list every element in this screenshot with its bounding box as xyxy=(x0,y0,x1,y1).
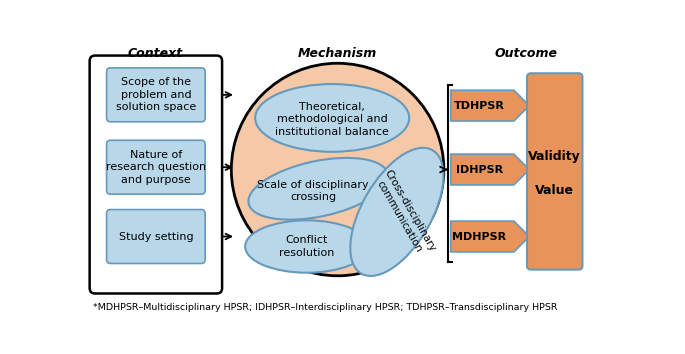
Ellipse shape xyxy=(350,148,443,276)
Text: MDHPSR: MDHPSR xyxy=(452,232,506,241)
Text: Scale of disciplinary
crossing: Scale of disciplinary crossing xyxy=(257,180,369,202)
Text: Context: Context xyxy=(127,47,183,60)
Ellipse shape xyxy=(256,84,409,152)
Ellipse shape xyxy=(249,158,388,220)
Text: Mechanism: Mechanism xyxy=(298,47,377,60)
Text: IDHPSR: IDHPSR xyxy=(456,165,503,175)
FancyBboxPatch shape xyxy=(107,68,205,122)
FancyBboxPatch shape xyxy=(107,140,205,194)
Text: Scope of the
problem and
solution space: Scope of the problem and solution space xyxy=(116,78,196,112)
FancyBboxPatch shape xyxy=(527,73,582,270)
Text: Study setting: Study setting xyxy=(119,232,193,241)
Text: Nature of
research question
and purpose: Nature of research question and purpose xyxy=(105,150,206,185)
Text: *MDHPSR–Multidisciplinary HPSR; IDHPSR–Interdisciplinary HPSR; TDHPSR–Transdisci: *MDHPSR–Multidisciplinary HPSR; IDHPSR–I… xyxy=(93,303,558,312)
FancyBboxPatch shape xyxy=(107,210,205,263)
Text: Conflict
resolution: Conflict resolution xyxy=(279,235,334,258)
Ellipse shape xyxy=(245,220,369,273)
Polygon shape xyxy=(451,221,530,252)
Text: Theoretical,
methodological and
institutional balance: Theoretical, methodological and institut… xyxy=(275,102,389,137)
Circle shape xyxy=(232,63,444,276)
Text: Validity: Validity xyxy=(528,150,581,163)
Polygon shape xyxy=(451,154,530,185)
FancyBboxPatch shape xyxy=(90,56,222,293)
Text: Cross-disciplinary
communication: Cross-disciplinary communication xyxy=(372,168,438,259)
Polygon shape xyxy=(451,90,530,121)
Text: Value: Value xyxy=(535,184,574,197)
Text: Outcome: Outcome xyxy=(495,47,558,60)
Text: TDHPSR: TDHPSR xyxy=(453,101,505,110)
